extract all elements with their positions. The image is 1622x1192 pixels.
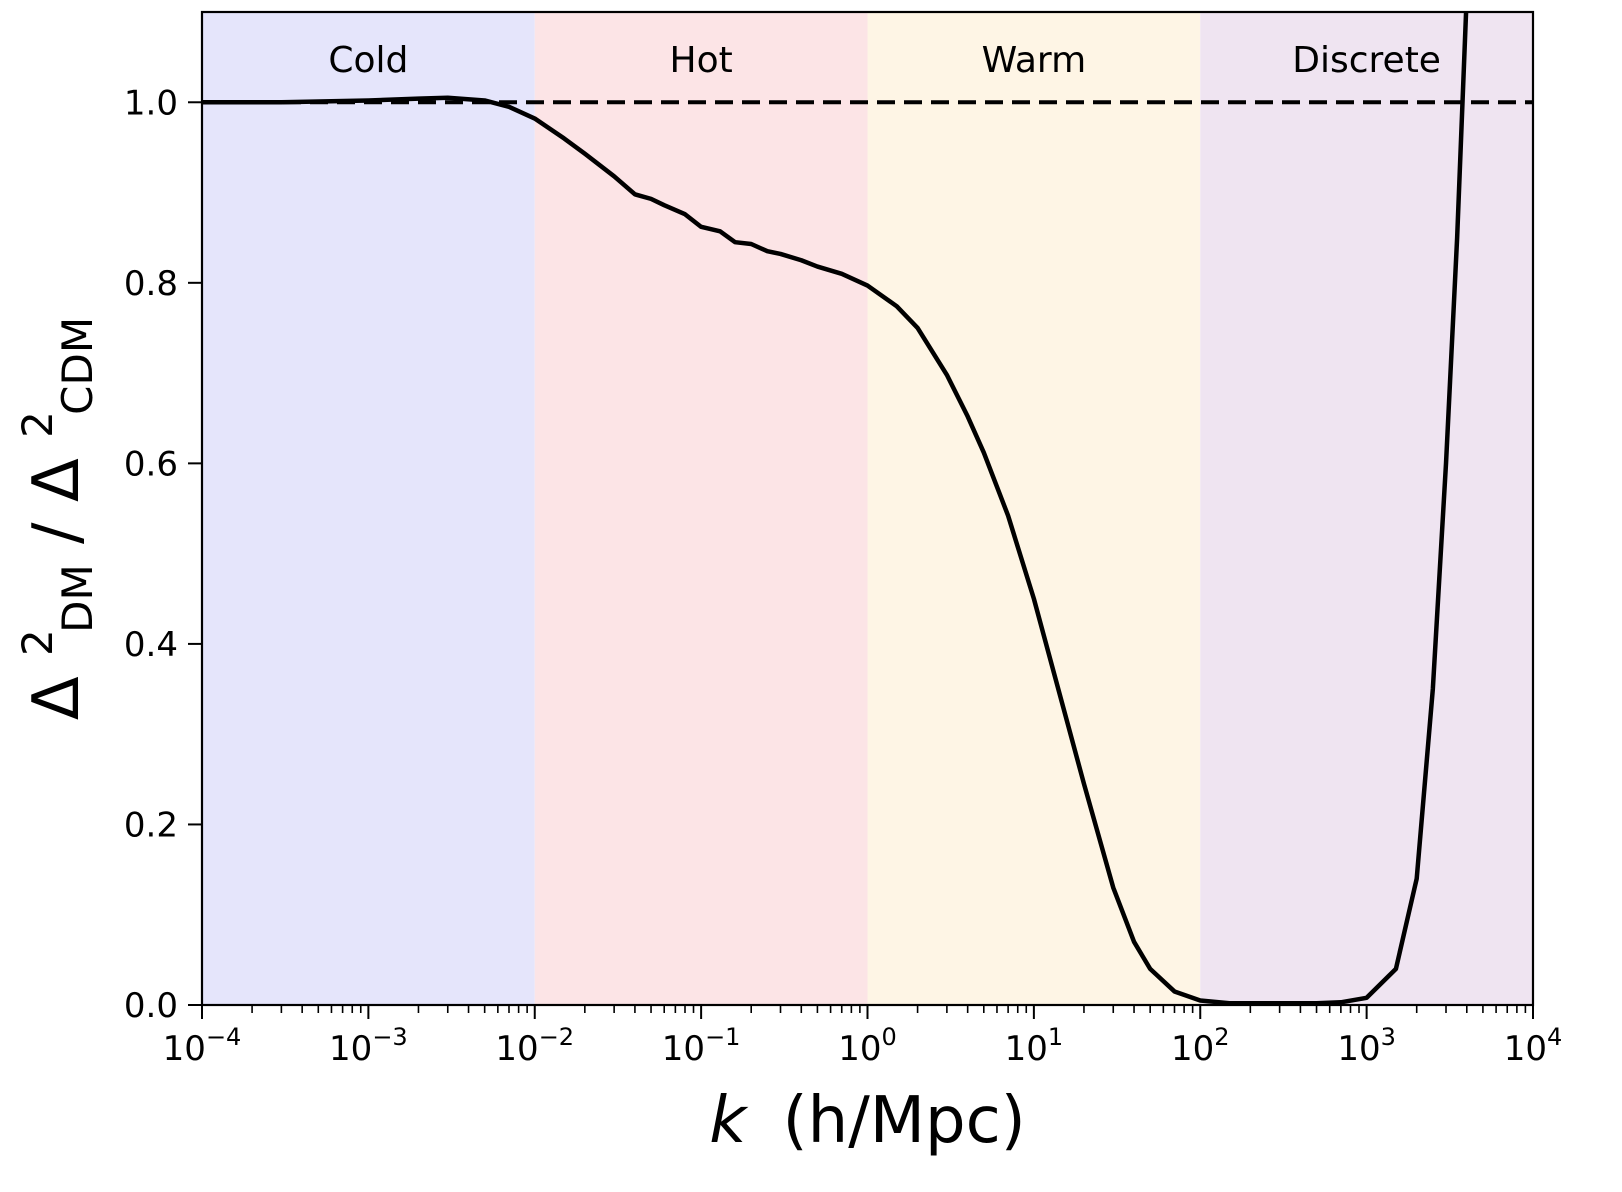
region-label-warm: Warm	[982, 40, 1087, 81]
y-axis-sup-den: 2	[13, 411, 62, 438]
y-axis-sup-num: 2	[13, 629, 62, 656]
x-tick-label: 10−3	[329, 1023, 408, 1069]
x-tick-exponent: −3	[372, 1023, 407, 1051]
x-tick-exponent: 3	[1381, 1023, 1396, 1051]
x-tick-base: 10	[1005, 1029, 1048, 1069]
x-tick-exponent: 4	[1547, 1023, 1562, 1051]
x-tick-label: 104	[1504, 1023, 1563, 1069]
region-cold	[202, 12, 535, 1005]
x-tick-label: 102	[1171, 1023, 1230, 1069]
region-discrete	[1200, 12, 1533, 1005]
x-tick-label: 10−1	[662, 1023, 741, 1069]
region-label-hot: Hot	[670, 40, 733, 81]
region-label-cold: Cold	[328, 40, 408, 81]
x-tick-base: 10	[495, 1029, 538, 1069]
x-axis-variable: k	[709, 1084, 749, 1158]
x-tick-base: 10	[329, 1029, 372, 1069]
x-tick-label: 10−2	[495, 1023, 574, 1069]
x-tick-label: 101	[1005, 1023, 1064, 1069]
region-label-discrete: Discrete	[1292, 40, 1441, 81]
x-tick-base: 10	[1171, 1029, 1214, 1069]
region-hot	[534, 12, 868, 1005]
y-tick-label: 0.8	[124, 264, 178, 304]
x-tick-label: 100	[838, 1023, 897, 1069]
y-axis-delta-den: Δ	[20, 458, 94, 502]
x-tick-exponent: −4	[206, 1023, 241, 1051]
y-tick-label: 1.0	[124, 83, 178, 123]
x-tick-label: 10−4	[163, 1023, 242, 1069]
x-tick-exponent: 2	[1214, 1023, 1229, 1051]
x-tick-exponent: −1	[705, 1023, 740, 1051]
y-axis-sub-num: DM	[53, 564, 102, 633]
x-axis-unit: (h/Mpc)	[783, 1084, 1026, 1158]
y-axis-sub-den: CDM	[53, 317, 102, 415]
region-warm	[867, 12, 1201, 1005]
y-axis-slash: /	[20, 522, 94, 544]
y-tick-label: 0.0	[124, 986, 178, 1026]
x-tick-exponent: −2	[539, 1023, 574, 1051]
regions-layer: Cold Hot Warm Discrete	[202, 12, 1533, 1005]
y-tick-label: 0.6	[124, 444, 178, 484]
x-axis-title: k (h/Mpc)	[709, 1084, 1026, 1158]
series-line-0	[202, 12, 1469, 1005]
x-tick-base: 10	[1504, 1029, 1547, 1069]
y-tick-label: 0.2	[124, 805, 178, 845]
x-tick-label: 103	[1337, 1023, 1396, 1069]
y-axis-title: Δ 2 DM / Δ 2 CDM	[0, 317, 108, 720]
x-tick-exponent: 0	[881, 1023, 896, 1051]
x-tick-base: 10	[838, 1029, 881, 1069]
y-tick-label: 0.4	[124, 625, 178, 665]
plot-area	[202, 12, 1533, 1005]
curve-layer	[202, 12, 1533, 1005]
x-minor-ticks	[251, 1005, 1527, 1013]
x-tick-base: 10	[662, 1029, 705, 1069]
x-tick-base: 10	[163, 1029, 206, 1069]
x-tick-base: 10	[1337, 1029, 1380, 1069]
x-tick-exponent: 1	[1048, 1023, 1063, 1051]
y-axis-delta-num: Δ	[20, 676, 94, 720]
ticks-layer: 10−4 10−3 10−2 10−1 100 101 102 103 1040.00.20.4…	[124, 83, 1562, 1069]
labels-layer: k (h/Mpc) Δ 2 DM / Δ 2 CDM	[0, 317, 1026, 1158]
